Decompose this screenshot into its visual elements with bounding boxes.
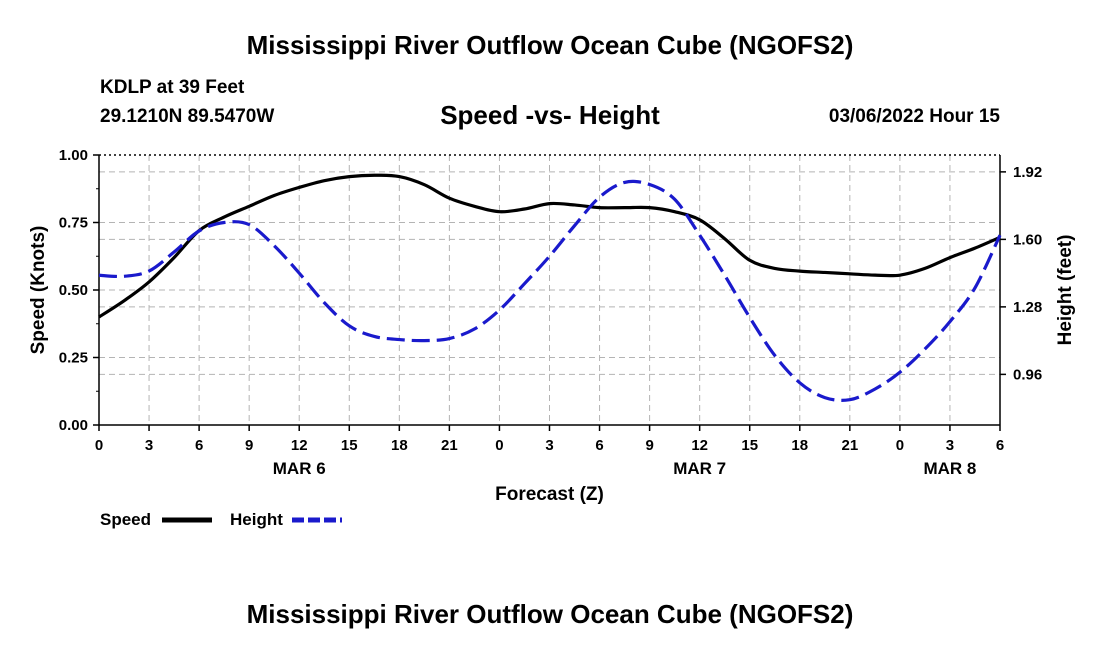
series-line-height xyxy=(98,179,1002,402)
forecast-datetime: 03/06/2022 Hour 15 xyxy=(828,106,1000,127)
y-tick-label: 0.00 xyxy=(59,417,88,434)
x-tick-label: 6 xyxy=(595,437,603,454)
y-right-tick-label: 1.92 xyxy=(1013,164,1042,181)
x-tick-label: 12 xyxy=(691,437,708,454)
y-right-tick-label: 1.28 xyxy=(1013,299,1042,316)
legend-speed-line xyxy=(162,517,212,523)
x-tick-label: 3 xyxy=(946,437,954,454)
x-tick-label: 9 xyxy=(645,437,653,454)
x-tick-label: 3 xyxy=(145,437,153,454)
station-label: KDLP at 39 Feet xyxy=(100,77,245,98)
x-tick-label: 0 xyxy=(495,437,503,454)
x-tick-label: 0 xyxy=(896,437,904,454)
x-tick-label: 18 xyxy=(391,437,408,454)
y-tick-label: 0.50 xyxy=(59,282,88,299)
repeated-main-title: Mississippi River Outflow Ocean Cube (NG… xyxy=(246,599,854,629)
legend-speed-label: Speed xyxy=(100,510,152,529)
x-axis-title: Forecast (Z) xyxy=(495,484,604,505)
x-tick-label: 0 xyxy=(95,437,103,454)
chart-title: Speed -vs- Height xyxy=(440,100,660,130)
x-tick-label: 15 xyxy=(341,437,358,454)
x-tick-label: 3 xyxy=(545,437,553,454)
x-tick-label: 15 xyxy=(741,437,758,454)
y-tick-label: 1.00 xyxy=(59,147,88,164)
date-label: MAR 8 xyxy=(923,459,976,478)
x-tick-label: 6 xyxy=(996,437,1004,454)
date-label: MAR 7 xyxy=(673,459,726,478)
y-right-axis-title: Height (feet) xyxy=(1055,235,1076,346)
x-tick-label: 9 xyxy=(245,437,253,454)
y-right-tick-label: 0.96 xyxy=(1013,366,1042,383)
legend-height-label: Height xyxy=(230,510,283,529)
station-coordinates: 29.1210N 89.5470W xyxy=(100,106,275,127)
series-line-speed xyxy=(98,173,1001,319)
y-axis-title: Speed (Knots) xyxy=(28,226,49,355)
legend-height-line xyxy=(292,517,342,523)
x-tick-label: 21 xyxy=(841,437,858,454)
y-right-tick-label: 1.60 xyxy=(1013,231,1042,248)
y-tick-label: 0.75 xyxy=(59,215,88,232)
x-tick-label: 18 xyxy=(791,437,808,454)
x-tick-label: 6 xyxy=(195,437,203,454)
date-label: MAR 6 xyxy=(273,459,326,478)
y-tick-label: 0.25 xyxy=(59,350,88,367)
main-title: Mississippi River Outflow Ocean Cube (NG… xyxy=(246,30,854,60)
x-tick-label: 21 xyxy=(441,437,458,454)
x-tick-label: 12 xyxy=(291,437,308,454)
